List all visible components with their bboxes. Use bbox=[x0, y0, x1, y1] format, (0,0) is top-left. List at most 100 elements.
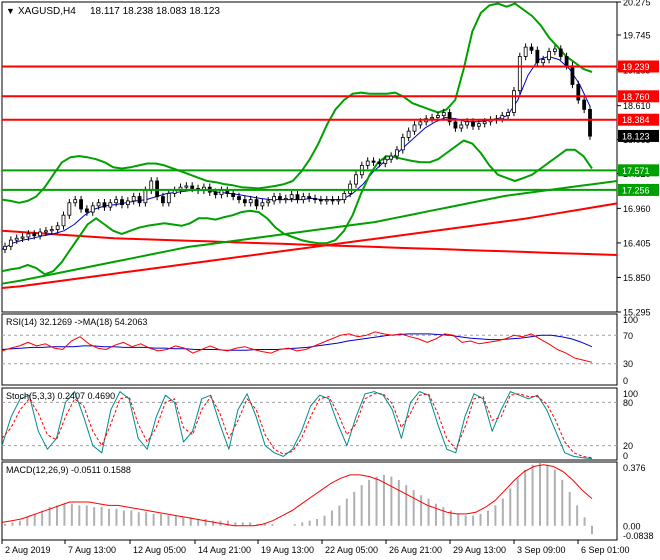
price-candle-body bbox=[254, 199, 259, 207]
price-candle-body bbox=[166, 193, 171, 204]
price-candle-body bbox=[248, 199, 253, 204]
price-candle-body bbox=[260, 202, 265, 207]
price-candle-body bbox=[547, 51, 551, 60]
ohlc-values: 18.117 18.238 18.083 18.123 bbox=[90, 6, 220, 17]
price-candle-body bbox=[365, 160, 370, 166]
rsi-ma-line bbox=[1, 333, 593, 351]
level-label-bg bbox=[618, 113, 659, 126]
rsi-tick-label: 0 bbox=[623, 376, 628, 386]
price-candle-body bbox=[125, 200, 130, 206]
price-candle-body bbox=[272, 196, 277, 202]
x-tick-label: 2 Aug 2019 bbox=[5, 545, 51, 555]
level-label-bg bbox=[618, 60, 659, 73]
panel-frames bbox=[1, 1, 618, 541]
price-candle-body bbox=[278, 196, 282, 201]
price-candle-body bbox=[237, 196, 241, 201]
price-candle-body bbox=[313, 197, 317, 201]
price-candle-body bbox=[517, 56, 522, 92]
price-candle-body bbox=[108, 202, 113, 208]
price-candle-body bbox=[406, 130, 411, 138]
rsi-tick-label: 100 bbox=[623, 315, 638, 325]
price-candle-body bbox=[336, 199, 341, 202]
level-label: 17.256 bbox=[622, 185, 650, 195]
price-candle-body bbox=[377, 161, 382, 164]
price-tick-label: 15.295 bbox=[623, 308, 651, 318]
price-candle-body bbox=[190, 185, 195, 189]
rsi-label: RSI(14) 32.1269 ->MA(18) 54.2063 bbox=[6, 317, 147, 327]
price-candle-body bbox=[26, 233, 31, 238]
price-candle-body bbox=[459, 124, 464, 129]
price-candle-body bbox=[85, 208, 89, 213]
price-candle-body bbox=[324, 199, 329, 202]
price-candle-body bbox=[383, 158, 388, 164]
price-candle-body bbox=[576, 84, 581, 101]
price-candle-body bbox=[523, 46, 528, 57]
stoch-label: Stoch(5,3,3) 0.2407 0.4690 bbox=[6, 391, 115, 401]
price-candle-body bbox=[389, 155, 394, 160]
price-candle-body bbox=[564, 56, 569, 67]
bollinger-upper-band bbox=[1, 2, 593, 204]
price-candle-body bbox=[348, 183, 353, 194]
price-candle-body bbox=[184, 185, 189, 188]
price-tick-label: 16.405 bbox=[623, 238, 651, 248]
price-candle-body bbox=[266, 200, 271, 204]
price-candle-body bbox=[295, 194, 300, 201]
price-candle-body bbox=[430, 117, 434, 120]
panel-frame-price bbox=[1, 1, 618, 313]
macd-tick-label: 0.00 bbox=[623, 521, 641, 531]
level-label-bg bbox=[618, 90, 659, 103]
price-candle-body bbox=[371, 160, 376, 163]
stoch-signal-line bbox=[1, 393, 593, 459]
price-candle-body bbox=[541, 59, 546, 64]
x-tick-label: 29 Aug 13:00 bbox=[453, 545, 506, 555]
x-tick-label: 26 Aug 21:00 bbox=[389, 545, 442, 555]
price-candle-body bbox=[3, 245, 7, 250]
price-candle-body bbox=[44, 230, 48, 233]
price-candle-body bbox=[114, 199, 119, 204]
x-tick-label: 7 Aug 13:00 bbox=[68, 545, 116, 555]
price-candle-body bbox=[512, 90, 516, 113]
price-candle-body bbox=[471, 121, 475, 127]
price-candle-body bbox=[67, 202, 72, 216]
price-tick-label: 19.745 bbox=[623, 30, 651, 40]
collapse-arrow-icon[interactable]: ▼ bbox=[6, 6, 15, 16]
price-candle-body bbox=[395, 149, 399, 157]
price-tick-label: 18.610 bbox=[623, 101, 651, 111]
price-candle-body bbox=[412, 124, 417, 132]
price-candle-body bbox=[289, 194, 294, 199]
x-tick-label: 3 Sep 09:00 bbox=[517, 545, 566, 555]
price-candle-body bbox=[90, 205, 95, 213]
price-candle-body bbox=[400, 136, 405, 151]
panel-frame-stoch bbox=[1, 387, 618, 461]
price-candle-body bbox=[330, 199, 335, 202]
price-candle-body bbox=[131, 196, 136, 202]
price-candle-body bbox=[61, 214, 66, 227]
price-candle-body bbox=[506, 112, 511, 117]
price-candle-body bbox=[342, 193, 347, 201]
price-candle-body bbox=[307, 196, 312, 199]
chart-header: ▼ XAGUSD,H4 18.117 18.238 18.083 18.123 bbox=[6, 6, 220, 17]
price-candle-body bbox=[219, 189, 224, 196]
price-candle-body bbox=[500, 115, 505, 120]
price-candle-body bbox=[49, 229, 54, 232]
stoch-tick-label: 20 bbox=[623, 441, 633, 451]
price-candle-body bbox=[529, 46, 534, 51]
price-candle-body bbox=[73, 199, 78, 204]
rsi-tick-label: 30 bbox=[623, 359, 633, 369]
moving-average-line bbox=[1, 180, 618, 285]
price-candle-body bbox=[553, 48, 557, 52]
symbol-label: XAGUSD,H4 bbox=[18, 6, 76, 17]
level-label: 18.384 bbox=[622, 115, 650, 125]
price-candle-body bbox=[476, 123, 481, 127]
moving-average-line bbox=[1, 229, 618, 256]
rsi-tick-label: 70 bbox=[623, 331, 633, 341]
macd-signal-line bbox=[1, 464, 593, 527]
price-candle-body bbox=[582, 99, 587, 110]
price-candle-body bbox=[161, 196, 165, 204]
x-tick-label: 19 Aug 13:00 bbox=[261, 545, 314, 555]
price-candle-body bbox=[8, 239, 13, 247]
price-candle-body bbox=[55, 225, 60, 230]
macd-label: MACD(12,26,9) -0.0511 0.1588 bbox=[6, 465, 131, 475]
price-candle-body bbox=[558, 48, 563, 57]
